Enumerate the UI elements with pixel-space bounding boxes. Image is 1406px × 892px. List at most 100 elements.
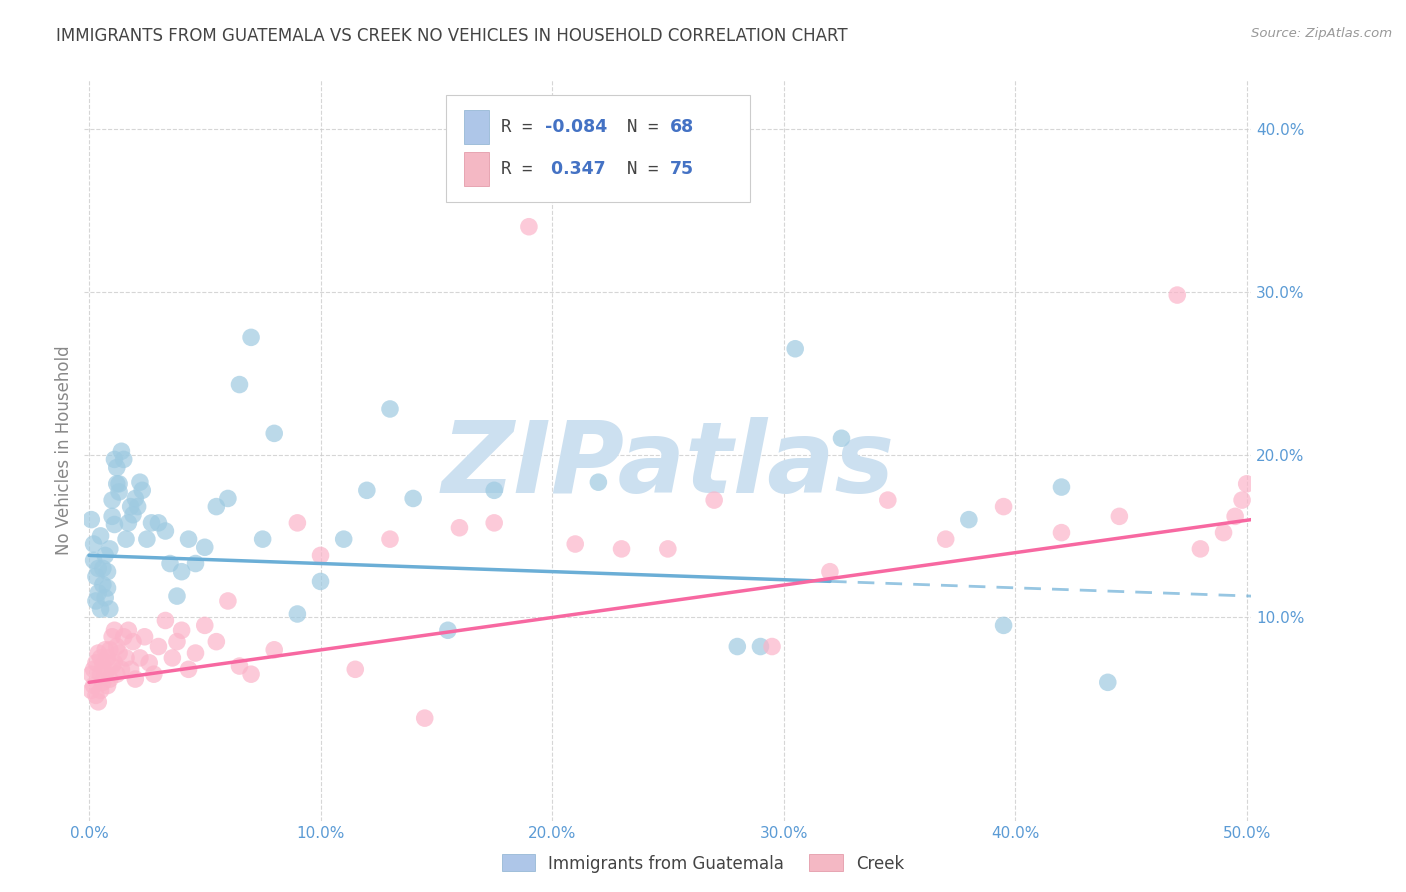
Point [818, 565, 841, 579]
Point [993, 500, 1015, 514]
Point [148, 516, 170, 530]
Point [957, 513, 980, 527]
Text: N =: N = [627, 161, 669, 178]
Point [449, 521, 471, 535]
Point [84, 656, 107, 670]
Point [309, 549, 332, 563]
Point [184, 646, 207, 660]
Point [170, 565, 193, 579]
Point [935, 532, 957, 546]
Point [101, 630, 124, 644]
Point [94, 642, 117, 657]
Point [482, 516, 505, 530]
Y-axis label: No Vehicles in Household: No Vehicles in Household [55, 345, 73, 556]
FancyBboxPatch shape [446, 95, 749, 202]
Point [993, 618, 1015, 632]
Point [413, 711, 436, 725]
Point [112, 630, 135, 644]
Point [90, 602, 112, 616]
Point [94, 549, 117, 563]
Point [83, 662, 105, 676]
Point [344, 662, 367, 676]
Point [138, 656, 160, 670]
Point [142, 667, 165, 681]
Point [91, 577, 114, 591]
Text: 68: 68 [671, 118, 695, 136]
Point [402, 491, 425, 506]
Point [103, 452, 125, 467]
Point [110, 444, 132, 458]
Point [166, 634, 188, 648]
Point [876, 493, 898, 508]
Text: IMMIGRANTS FROM GUATEMALA VS CREEK NO VEHICLES IN HOUSEHOLD CORRELATION CHART: IMMIGRANTS FROM GUATEMALA VS CREEK NO VE… [56, 27, 848, 45]
Point [90, 667, 112, 681]
Point [1050, 525, 1073, 540]
Point [129, 475, 152, 490]
Point [564, 537, 586, 551]
Point [94, 667, 117, 681]
Point [287, 607, 309, 621]
Point [263, 642, 285, 657]
Point [610, 541, 633, 556]
Point [309, 574, 332, 589]
Point [228, 377, 250, 392]
Point [194, 541, 217, 555]
Point [159, 557, 181, 571]
Point [177, 662, 200, 676]
Point [108, 485, 131, 500]
Point [240, 330, 263, 344]
Point [166, 589, 188, 603]
Text: -0.084: -0.084 [546, 118, 607, 136]
Point [87, 646, 110, 660]
Point [437, 624, 460, 638]
Point [122, 634, 145, 648]
Point [101, 509, 124, 524]
Point [148, 640, 170, 654]
Point [657, 541, 679, 556]
Point [127, 500, 149, 514]
Point [112, 452, 135, 467]
Point [91, 675, 114, 690]
Point [84, 689, 107, 703]
Point [80, 513, 103, 527]
Point [831, 431, 853, 445]
Point [131, 483, 153, 498]
Point [122, 508, 145, 522]
Point [98, 541, 121, 556]
Point [129, 651, 152, 665]
Point [761, 640, 783, 654]
Point [108, 646, 131, 660]
Point [80, 667, 103, 681]
Point [240, 667, 263, 681]
FancyBboxPatch shape [464, 111, 489, 144]
Point [96, 581, 118, 595]
Point [98, 642, 121, 657]
Point [105, 460, 128, 475]
Point [1223, 509, 1246, 524]
Point [84, 594, 107, 608]
Point [84, 569, 107, 583]
Point [115, 532, 138, 546]
Point [356, 483, 378, 498]
Point [90, 529, 112, 543]
Point [194, 618, 217, 632]
Point [117, 516, 139, 530]
Point [155, 614, 177, 628]
Point [1108, 509, 1130, 524]
Point [1097, 675, 1119, 690]
Point [83, 679, 105, 693]
Point [120, 500, 142, 514]
Point [115, 651, 138, 665]
Point [105, 667, 128, 681]
Point [1189, 541, 1212, 556]
Point [101, 493, 124, 508]
Point [103, 624, 125, 638]
Text: ZIPatlas: ZIPatlas [441, 417, 894, 514]
Legend: Immigrants from Guatemala, Creek: Immigrants from Guatemala, Creek [495, 847, 911, 880]
Point [378, 401, 401, 416]
Point [134, 630, 156, 644]
Point [205, 634, 228, 648]
Point [588, 475, 610, 490]
Point [749, 640, 772, 654]
Point [80, 683, 103, 698]
